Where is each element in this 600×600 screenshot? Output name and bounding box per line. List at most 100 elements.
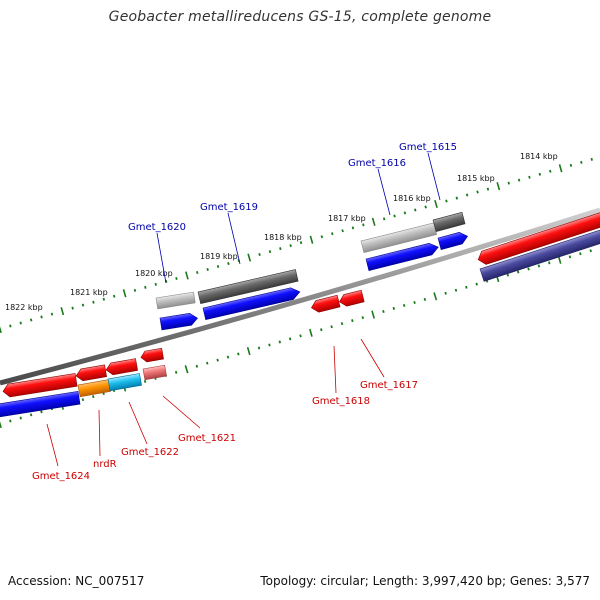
outer-minor-tick [102,297,106,301]
outer-minor-tick [455,196,459,200]
gene-label-gmet-1621[interactable]: Gmet_1621 [178,433,236,444]
outer-minor-tick [445,199,448,203]
forward-strand-features [155,211,469,331]
outer-minor-tick [40,315,43,319]
feature-navy-right[interactable] [479,225,600,282]
outer-minor-tick [268,250,272,254]
outer-minor-tick [19,321,22,325]
gene-label-gmet-1622[interactable]: Gmet_1622 [121,447,179,458]
feature-gmet-1624-red[interactable] [2,373,78,398]
inner-major-tick [246,346,251,356]
inner-minor-tick [579,252,582,256]
inner-minor-tick [216,358,219,362]
feature-gmet-1621-red[interactable] [140,347,164,363]
outer-major-tick [558,164,563,173]
inner-major-tick [371,310,375,319]
gene-label-gmet-1615[interactable]: Gmet_1615 [399,142,457,153]
inner-minor-tick [454,288,458,292]
genome-backbone [0,207,600,386]
outer-minor-tick [414,208,417,212]
gene-label-gmet-1616[interactable]: Gmet_1616 [348,158,406,169]
inner-minor-tick [402,303,406,307]
outer-minor-tick [175,276,178,280]
inner-minor-tick [9,419,12,423]
kbp-label-1815: 1815 kbp [457,174,495,183]
outer-minor-tick [403,211,407,215]
gene-label-gmet-1617[interactable]: Gmet_1617 [360,380,418,391]
feature-gmet-1622-red[interactable] [105,358,138,376]
inner-minor-tick [237,352,240,356]
feature-gmet-1617-cds[interactable] [338,289,365,307]
outer-minor-tick [50,312,54,316]
kbp-label-1818: 1818 kbp [264,233,302,242]
reverse-gene-labels: Gmet_1624 nrdR Gmet_1622 Gmet_1621 Gmet_… [32,338,418,482]
inner-minor-tick [257,346,261,350]
inner-major-tick [184,365,189,374]
outer-minor-tick [382,217,386,221]
outer-minor-tick [71,306,74,310]
feature-gmet-1624-cds[interactable] [0,390,81,418]
inner-minor-tick [475,282,478,286]
feature-gmet-1620-trna[interactable] [155,291,196,310]
outer-minor-tick [590,157,593,161]
outer-major-tick [0,326,2,334]
outer-minor-tick [393,214,396,218]
outer-minor-tick [341,229,344,233]
inner-major-tick [0,421,2,429]
feature-gmet-1616-cds[interactable] [365,241,440,272]
inner-minor-tick [174,370,178,374]
inner-minor-tick [320,328,323,332]
inner-minor-tick [226,355,230,359]
map-title: Geobacter metallireducens GS-15, complet… [108,9,492,25]
outer-major-tick [309,235,314,244]
gene-label-gmet-1618[interactable]: Gmet_1618 [312,396,370,407]
inner-minor-tick [143,379,147,383]
feature-nrdr-red[interactable] [75,364,107,382]
feature-gmet-1621-gene[interactable] [142,364,167,381]
outer-major-tick [60,307,65,316]
inner-minor-tick [444,291,447,295]
feature-gmet-1620-cds[interactable] [159,312,198,331]
reverse-strand-features [0,209,600,418]
gene-label-nrdr[interactable]: nrdR [93,459,117,470]
inner-major-tick [309,328,313,337]
outer-major-tick [371,217,376,226]
summary-text: Topology: circular; Length: 3,997,420 bp… [260,574,590,588]
inner-minor-tick [92,395,95,399]
outer-minor-tick [279,247,282,251]
feature-reverse-cds-right[interactable] [476,209,600,267]
inner-minor-tick [527,267,530,271]
inner-minor-tick [413,300,416,304]
outer-major-tick [247,253,252,262]
kbp-tick-row-outer [0,157,593,334]
gene-label-gmet-1624[interactable]: Gmet_1624 [32,471,90,482]
inner-minor-tick [29,413,33,417]
outer-minor-tick [258,253,261,257]
inner-minor-tick [288,337,292,341]
outer-minor-tick [362,223,365,227]
feature-gmet-1618-cds[interactable] [310,294,341,313]
outer-minor-tick [507,181,510,185]
outer-minor-tick [331,232,334,236]
gene-label-gmet-1620[interactable]: Gmet_1620 [128,222,186,233]
outer-minor-tick [29,318,33,322]
accession-text: Accession: NC_007517 [8,574,145,588]
feature-gmet-1622-gene[interactable] [107,373,142,392]
inner-minor-tick [382,310,385,314]
outer-minor-tick [299,241,303,245]
kbp-label-1814: 1814 kbp [520,152,558,161]
outer-minor-tick [289,244,292,248]
feature-gmet-1619-cds[interactable] [202,286,301,321]
inner-minor-tick [278,340,282,344]
feature-gmet-1615-cds[interactable] [437,230,469,250]
kbp-label-1817: 1817 kbp [328,214,366,223]
feature-gmet-1615-gene[interactable] [432,211,466,232]
feature-gmet-1619-gene[interactable] [197,269,299,305]
inner-minor-tick [506,273,510,277]
kbp-labels: 1822 kbp 1821 kbp 1820 kbp 1819 kbp 1818… [5,152,558,312]
inner-minor-tick [206,361,209,365]
feature-nrdr-gene[interactable] [77,379,111,398]
gene-label-gmet-1619[interactable]: Gmet_1619 [200,202,258,213]
inner-minor-tick [589,249,592,253]
